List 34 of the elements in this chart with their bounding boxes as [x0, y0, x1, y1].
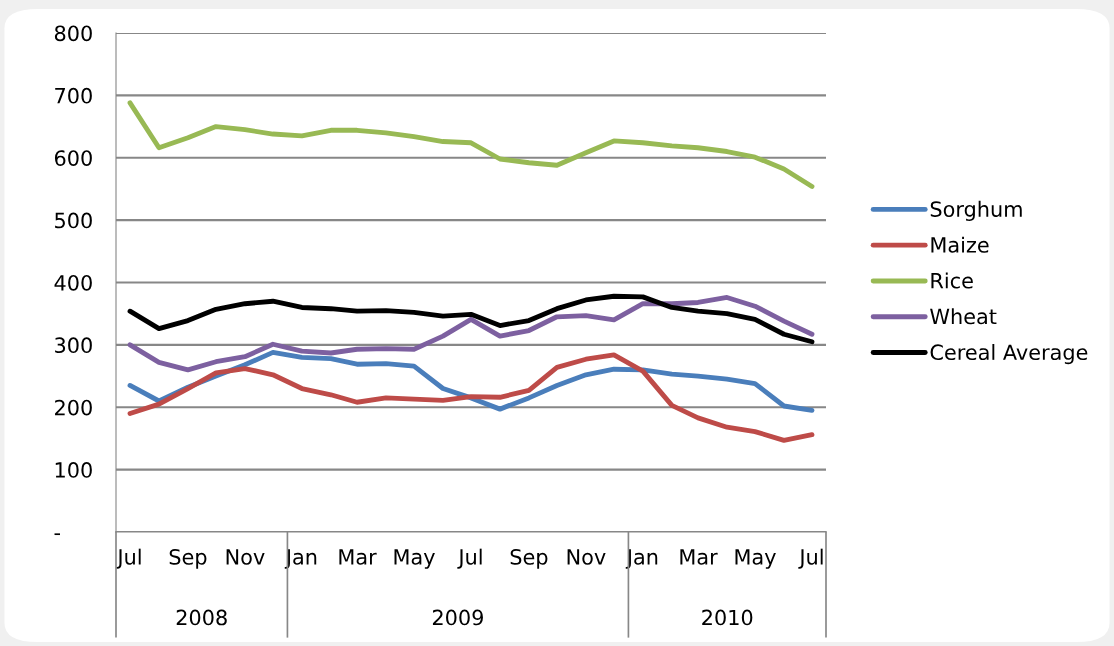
y-tick-label: 800	[54, 25, 92, 42]
y-tick-label: 600	[54, 150, 92, 166]
x-tick-label: Nov	[226, 549, 265, 565]
y-tick-label: 100	[55, 462, 92, 478]
text: 2010	[702, 609, 753, 626]
text: 2008	[176, 609, 227, 626]
text: 2009	[432, 609, 483, 626]
x-tick-label: Jan	[625, 549, 658, 569]
y-tick-label: 200	[55, 399, 92, 416]
x-tick-label: Jul	[798, 548, 823, 569]
y-tick-label: -	[54, 533, 60, 536]
y-tick-label: 300	[55, 337, 92, 354]
legend-label: Maize	[931, 236, 989, 253]
x-tick-label: Nov	[567, 549, 606, 565]
x-tick-label: Mar	[680, 549, 718, 565]
line-series	[127, 100, 815, 189]
x-tick-label: May	[394, 549, 435, 569]
x-tick-label: Sep	[169, 549, 207, 569]
legend-label: Sorghum	[930, 200, 1022, 222]
y-tick-label: 400	[54, 274, 92, 291]
x-tick-label: Jul	[457, 548, 482, 569]
line-series	[127, 293, 815, 345]
legend-label: Cereal Average	[930, 343, 1088, 365]
line-series	[127, 352, 815, 443]
x-tick-label: Jul	[116, 548, 141, 569]
x-tick-label: Sep	[510, 549, 548, 569]
x-tick-label: Mar	[339, 549, 377, 565]
y-tick-label: 500	[55, 212, 92, 229]
y-tick-label: 700	[55, 87, 92, 104]
legend-label: Rice	[931, 272, 973, 289]
x-tick-label: Jan	[284, 549, 317, 569]
x-tick-label: May	[735, 549, 776, 569]
line-series	[127, 295, 815, 373]
legend-label: Wheat	[930, 308, 997, 325]
